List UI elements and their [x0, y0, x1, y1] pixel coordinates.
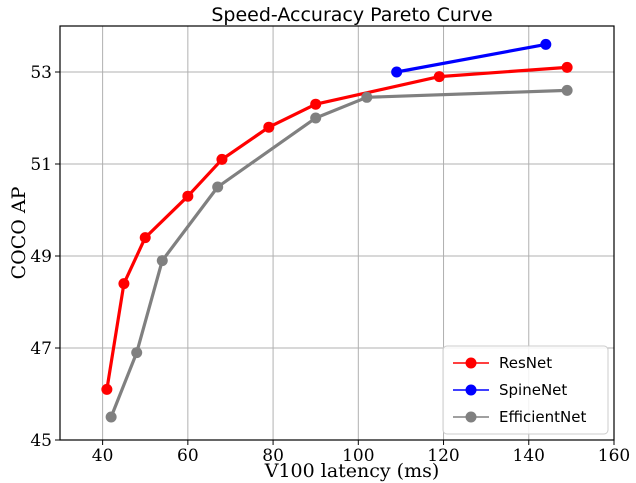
resnet-legend-marker	[465, 357, 477, 369]
resnet-data-point	[182, 190, 194, 202]
efficientnet-data-point	[361, 91, 373, 103]
y-tick-label: 47	[30, 339, 52, 359]
resnet-data-point	[216, 153, 228, 165]
resnet-data-point	[118, 278, 130, 290]
series-layer	[101, 38, 573, 423]
resnet-data-point	[561, 61, 573, 73]
efficientnet-data-point	[561, 84, 573, 96]
efficientnet-data-point	[310, 112, 322, 124]
y-axis-label: COCO AP	[8, 186, 30, 279]
resnet-data-point	[263, 121, 275, 133]
spinenet-data-point	[391, 66, 403, 78]
resnet-series-line	[105, 65, 568, 390]
x-axis-label: V100 latency (ms)	[264, 460, 440, 482]
x-tick-label: 140	[513, 446, 545, 466]
legend-label-efficientnet: EfficientNet	[499, 408, 586, 426]
legend-label-resnet: ResNet	[499, 354, 552, 372]
efficientnet-data-point	[156, 255, 168, 267]
y-tick-label: 51	[30, 155, 52, 175]
spinenet-legend-marker	[465, 384, 477, 396]
x-tick-label: 60	[177, 446, 199, 466]
resnet-data-point	[433, 71, 445, 83]
y-tick-label: 49	[30, 247, 52, 267]
efficientnet-data-point	[212, 181, 224, 193]
x-tick-label: 100	[342, 446, 374, 466]
chart-title: Speed-Accuracy Pareto Curve	[211, 4, 492, 26]
efficientnet-data-point	[131, 347, 143, 359]
grid-lines	[60, 26, 615, 441]
resnet-data-point	[139, 232, 151, 244]
efficientnet-legend-marker	[465, 411, 477, 423]
x-tick-label: 120	[427, 446, 459, 466]
x-tick-label: 40	[92, 446, 114, 466]
x-tick-label: 80	[262, 446, 284, 466]
resnet-data-point	[101, 383, 113, 395]
axis-ticks: 40 60 80 100 120 140 160 45 47 49 51 53	[30, 63, 630, 466]
y-tick-label: 45	[30, 431, 52, 451]
legend-label-spinenet: SpineNet	[499, 381, 567, 399]
legend-box	[442, 345, 609, 435]
legend: ResNet SpineNet EfficientNet	[442, 345, 609, 435]
plot-frame	[59, 25, 615, 441]
y-tick-label: 53	[30, 63, 52, 83]
spinenet-series-line	[396, 42, 547, 74]
spinenet-data-point	[540, 38, 552, 50]
x-tick-label: 160	[598, 446, 630, 466]
efficientnet-data-point	[105, 411, 117, 423]
resnet-data-point	[310, 98, 322, 110]
